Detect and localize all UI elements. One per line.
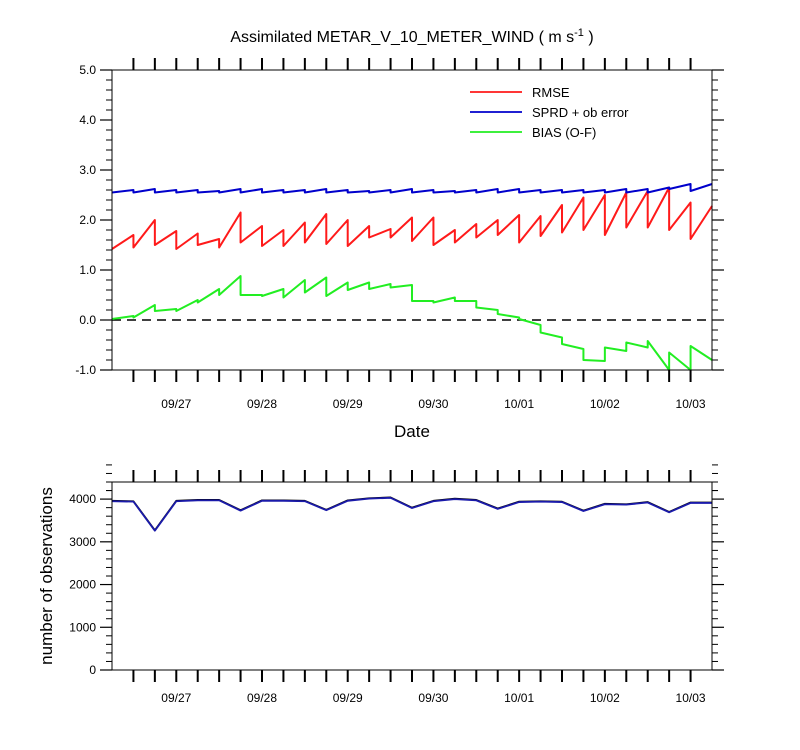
top-x-tick-label: 09/29 xyxy=(333,397,363,411)
legend-label-sprd: SPRD + ob error xyxy=(532,105,629,120)
top-y-tick-label: 3.0 xyxy=(79,163,96,177)
bottom-x-tick-labels: 09/27 09/28 09/29 09/30 10/01 10/02 10/03 xyxy=(161,691,706,705)
top-axis-ticks xyxy=(100,58,724,382)
bottom-y-tick-label: 3000 xyxy=(69,535,96,549)
chart-title: Assimilated METAR_V_10_METER_WIND ( m s-… xyxy=(230,27,593,46)
top-x-tick-label: 09/30 xyxy=(418,397,448,411)
x-axis-title: Date xyxy=(394,422,430,441)
bottom-plot-area xyxy=(111,496,712,532)
top-x-tick-label: 10/01 xyxy=(504,397,534,411)
series-line-possible xyxy=(111,496,712,532)
bottom-y-tick-label: 4000 xyxy=(69,492,96,506)
top-y-tick-labels: -1.0 0.0 1.0 2.0 3.0 4.0 5.0 xyxy=(75,63,96,377)
series-line-assimilated xyxy=(111,496,712,532)
bottom-y-tick-label: 2000 xyxy=(69,578,96,592)
top-plot-frame xyxy=(111,69,713,371)
top-x-tick-label: 10/02 xyxy=(590,397,620,411)
bottom-x-tick-label: 09/27 xyxy=(161,691,191,705)
top-x-tick-label: 09/28 xyxy=(247,397,277,411)
bottom-chart: 0 1000 2000 3000 4000 09/27 09/28 09/29 09/30 10… xyxy=(37,464,724,705)
legend-label-bias: BIAS (O-F) xyxy=(532,125,596,140)
top-y-tick-label: 5.0 xyxy=(79,63,96,77)
legend-label-rmse: RMSE xyxy=(532,85,570,100)
top-y-tick-label: 4.0 xyxy=(79,113,96,127)
top-chart: Assimilated METAR_V_10_METER_WIND ( m s-… xyxy=(75,27,724,441)
bottom-y-tick-label: 0 xyxy=(89,663,96,677)
bottom-x-tick-label: 09/28 xyxy=(247,691,277,705)
top-y-tick-label: 0.0 xyxy=(79,313,96,327)
series-line-bias xyxy=(111,275,713,371)
top-x-tick-label: 10/03 xyxy=(676,397,706,411)
bottom-x-tick-label: 09/29 xyxy=(333,691,363,705)
series-line-rmse xyxy=(111,186,713,250)
top-y-tick-label: 2.0 xyxy=(79,213,96,227)
bottom-y-tick-label: 1000 xyxy=(69,620,96,634)
top-x-tick-label: 09/27 xyxy=(161,397,191,411)
bottom-plot-frame xyxy=(111,481,713,671)
bottom-x-tick-label: 10/03 xyxy=(676,691,706,705)
top-y-tick-label: -1.0 xyxy=(75,363,96,377)
series-line-sprd xyxy=(111,183,713,194)
top-y-tick-label: 1.0 xyxy=(79,263,96,277)
bottom-axis-ticks xyxy=(100,464,724,682)
top-x-tick-labels: 09/27 09/28 09/29 09/30 10/01 10/02 10/03 xyxy=(161,397,706,411)
bottom-x-tick-label: 09/30 xyxy=(418,691,448,705)
legend: RMSE SPRD + ob error BIAS (O-F) xyxy=(470,85,629,140)
bottom-x-tick-label: 10/01 xyxy=(504,691,534,705)
bottom-x-tick-label: 10/02 xyxy=(590,691,620,705)
bottom-y-tick-labels: 0 1000 2000 3000 4000 xyxy=(69,492,96,677)
y-axis-title: number of observations xyxy=(37,487,56,665)
top-plot-area xyxy=(111,183,713,371)
